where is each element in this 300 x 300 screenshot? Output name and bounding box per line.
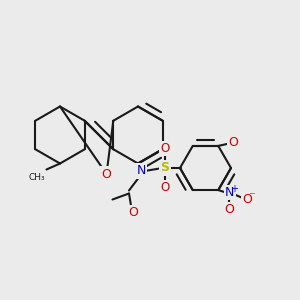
Text: O: O <box>102 167 111 181</box>
Text: O: O <box>160 181 169 194</box>
Text: N: N <box>225 186 234 199</box>
Text: O: O <box>228 136 238 149</box>
Text: O: O <box>242 193 252 206</box>
Text: N: N <box>136 164 146 178</box>
Text: S: S <box>160 161 169 175</box>
Text: ⁻: ⁻ <box>248 190 255 203</box>
Text: O: O <box>160 142 169 155</box>
Text: O: O <box>129 206 138 220</box>
Text: O: O <box>224 203 234 216</box>
Text: +: + <box>230 184 238 194</box>
Text: CH₃: CH₃ <box>28 172 45 182</box>
